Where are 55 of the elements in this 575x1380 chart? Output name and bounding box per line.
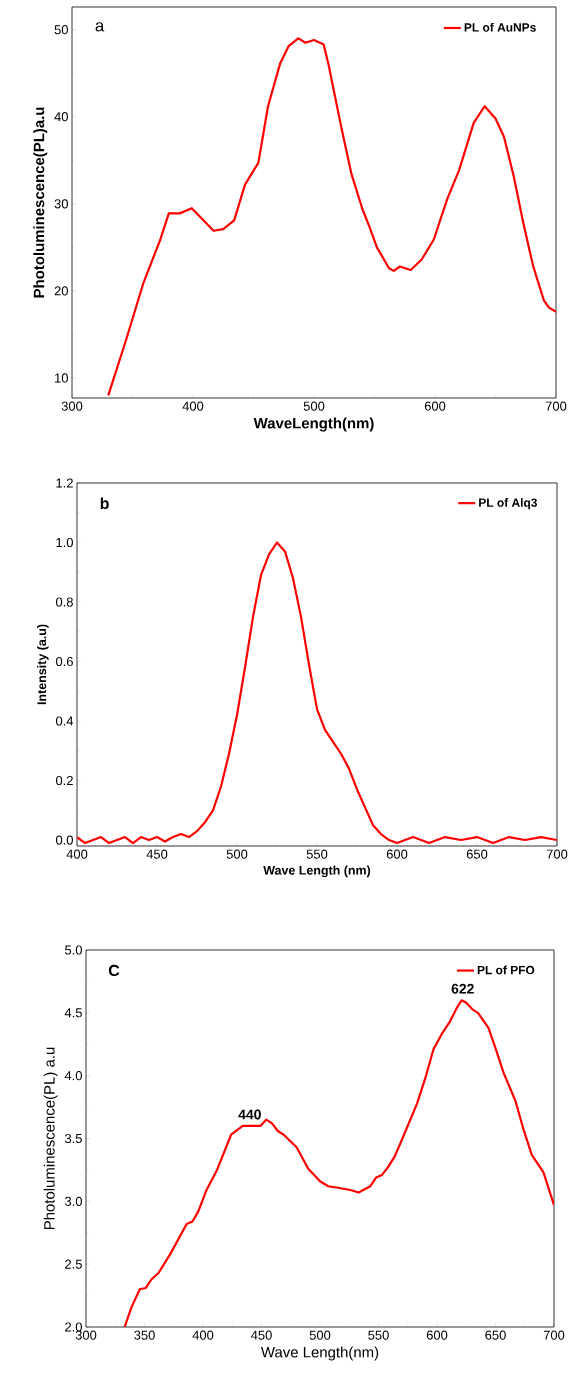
y-tick-label: 10 (55, 373, 68, 383)
y-tick-label: 0.6 (55, 656, 73, 667)
y-tick-label: 5.0 (64, 945, 82, 955)
y-tick-label: 0.8 (55, 597, 73, 607)
x-axis-title: Wave Length(nm) (260, 1346, 379, 1361)
x-tick-label: 600 (424, 401, 446, 411)
x-tick-label: 400 (192, 1330, 214, 1340)
y-tick-label: 2.5 (65, 1259, 82, 1269)
x-tick-label: 450 (146, 849, 168, 859)
annotation: a (95, 22, 105, 32)
y-tick-label: 30 (54, 199, 68, 209)
annotation: 622 (451, 983, 474, 994)
y-axis-title: Intensity (a.u) (37, 624, 49, 705)
x-tick-label: 650 (466, 849, 488, 859)
x-tick-label: 450 (250, 1330, 272, 1340)
x-tick-label: 650 (485, 1330, 506, 1340)
x-tick-label: 600 (426, 1330, 448, 1340)
x-axis-title: Wave Length (nm) (263, 865, 371, 878)
line-series (107, 37, 556, 397)
annotation: b (100, 497, 109, 510)
x-tick-label: 500 (309, 1330, 331, 1340)
y-tick-label: 0.2 (55, 775, 73, 786)
legend-label: PL of Alq3 (479, 498, 537, 510)
x-tick-label: 700 (545, 401, 567, 411)
x-tick-label: 300 (61, 401, 83, 411)
annotation: 440 (238, 1109, 261, 1120)
legend-label: PL of PFO (477, 965, 535, 975)
y-tick-label: 3.5 (64, 1133, 82, 1144)
y-tick-label: 40 (54, 112, 68, 122)
y-tick-label: 4.0 (64, 1071, 82, 1081)
y-tick-label: 2.0 (65, 1322, 82, 1332)
annotation: C (108, 964, 120, 977)
y-tick-label: 1.2 (56, 478, 73, 488)
x-axis-title: WaveLength(nm) (253, 417, 374, 432)
y-tick-label: 3.0 (64, 1196, 82, 1206)
x-tick-label: 500 (226, 849, 248, 859)
y-axis-title: Photoluminescence(PL) a.u (43, 1047, 58, 1230)
x-tick-label: 700 (543, 1330, 565, 1340)
x-tick-label: 400 (182, 401, 204, 411)
legend-label: PL of AuNPs (464, 22, 536, 32)
x-tick-label: 350 (134, 1330, 155, 1340)
x-tick-label: 550 (368, 1330, 389, 1340)
y-tick-label: 1.0 (56, 537, 73, 548)
x-tick-label: 550 (306, 849, 328, 859)
y-axis-title: Photoluminescence(PL)a.u (33, 107, 48, 298)
x-tick-label: 700 (546, 849, 568, 859)
x-tick-label: 400 (66, 849, 88, 859)
y-tick-label: 20 (54, 286, 68, 296)
x-tick-label: 600 (386, 849, 408, 859)
y-tick-label: 0.4 (55, 716, 74, 726)
y-tick-label: 0.0 (55, 835, 73, 845)
x-tick-label: 300 (75, 1330, 97, 1340)
y-tick-label: 50 (54, 25, 68, 35)
y-tick-label: 4.5 (64, 1008, 82, 1018)
x-tick-label: 500 (303, 401, 325, 411)
